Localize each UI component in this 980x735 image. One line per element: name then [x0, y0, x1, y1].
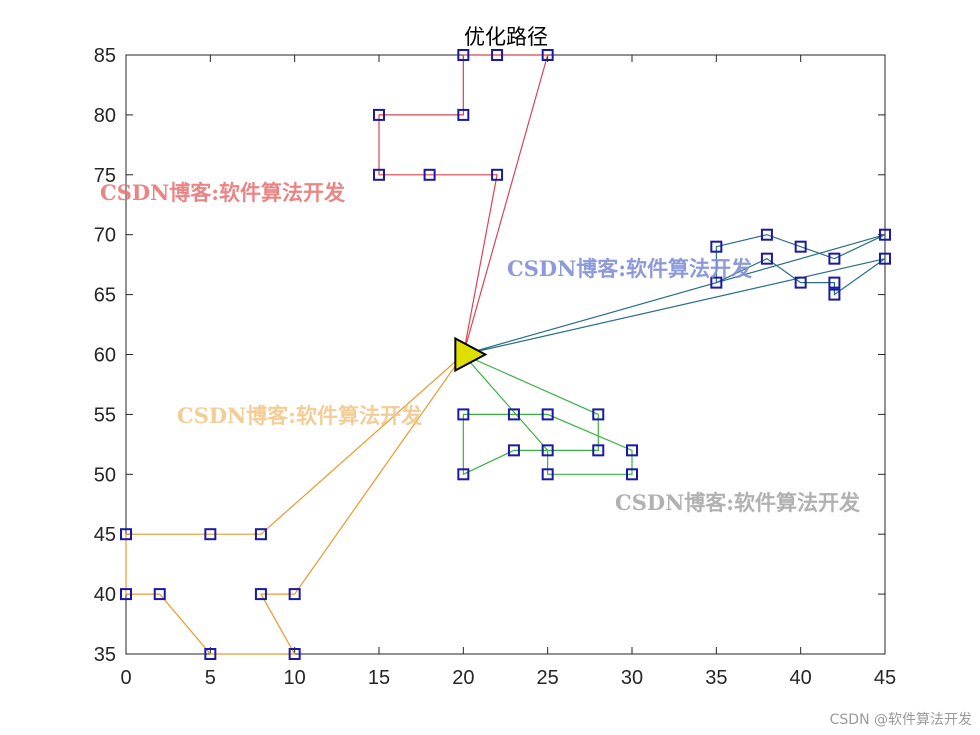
node-marker	[373, 168, 385, 181]
x-tick-label: 15	[368, 667, 390, 689]
node-marker	[710, 276, 723, 289]
node-marker	[204, 648, 217, 660]
x-tick-label: 5	[205, 667, 216, 689]
node-marker	[794, 276, 807, 289]
x-tick-label: 40	[790, 667, 812, 689]
node-marker	[457, 468, 470, 481]
node-marker	[507, 444, 520, 457]
route-line-3	[462, 353, 633, 476]
footer-watermark: CSDN @软件算法开发	[829, 712, 972, 728]
y-tick-label: 85	[94, 45, 116, 67]
x-tick-label: 30	[621, 667, 643, 689]
node-marker	[879, 252, 891, 265]
node-marker	[760, 252, 773, 265]
y-axis: 35 40 45 50 55 60 65 70 75 80 85	[94, 45, 885, 666]
node-marker	[254, 588, 267, 601]
chart-title: 优化路径	[464, 25, 548, 49]
y-tick-label: 35	[94, 644, 116, 666]
node-marker	[592, 408, 605, 421]
node-marker	[491, 49, 504, 61]
route-series	[125, 54, 886, 655]
node-marker	[541, 49, 554, 61]
y-tick-label: 70	[94, 225, 116, 247]
node-marker	[710, 240, 723, 253]
node-marker	[760, 228, 773, 241]
node-marker	[541, 444, 554, 457]
node-marker	[491, 168, 504, 181]
x-tick-label: 10	[284, 667, 306, 689]
plot-area	[125, 54, 886, 655]
node-marker	[592, 444, 605, 457]
node-marker	[153, 588, 166, 601]
node-marker	[541, 408, 554, 421]
y-tick-label: 75	[94, 165, 116, 187]
x-axis: 0 5 10 15 20 25 30 35 40 45	[120, 55, 896, 689]
y-tick-label: 45	[94, 524, 116, 546]
node-marker	[254, 528, 267, 541]
watermark-orange: CSDN博客:软件算法开发	[177, 403, 423, 428]
node-marker	[507, 408, 520, 421]
watermark-red: CSDN博客:软件算法开发	[100, 180, 346, 205]
node-marker	[879, 228, 891, 241]
node-marker	[541, 468, 554, 481]
x-tick-label: 20	[452, 667, 474, 689]
route-line-4	[125, 354, 464, 655]
x-tick-label: 35	[705, 667, 727, 689]
node-marker	[457, 108, 470, 121]
route-line-1	[378, 54, 549, 355]
watermark-blue: CSDN博客:软件算法开发	[507, 256, 753, 281]
node-marker	[626, 468, 638, 481]
node-marker	[457, 49, 470, 61]
node-marker	[626, 444, 638, 457]
y-tick-label: 80	[94, 105, 116, 127]
node-markers	[120, 49, 891, 660]
watermark-gray: CSDN博客:软件算法开发	[615, 490, 861, 515]
node-marker	[828, 276, 841, 289]
node-marker	[794, 240, 807, 253]
node-marker	[204, 528, 217, 541]
y-tick-label: 50	[94, 464, 116, 486]
depot-marker	[454, 336, 488, 373]
y-tick-label: 40	[94, 584, 116, 606]
x-tick-label: 45	[874, 667, 896, 689]
y-tick-label: 55	[94, 404, 116, 426]
node-marker	[120, 528, 132, 541]
node-marker	[457, 408, 470, 421]
node-marker	[828, 288, 841, 301]
node-marker	[828, 252, 841, 265]
x-tick-label: 25	[537, 667, 559, 689]
y-tick-label: 60	[94, 345, 116, 367]
node-marker	[288, 648, 301, 660]
x-tick-label: 0	[120, 667, 131, 689]
route-line-2	[463, 234, 886, 356]
node-marker	[373, 108, 385, 121]
node-marker	[288, 588, 301, 601]
y-tick-label: 65	[94, 285, 116, 307]
node-marker	[423, 168, 436, 181]
node-marker	[120, 588, 132, 601]
